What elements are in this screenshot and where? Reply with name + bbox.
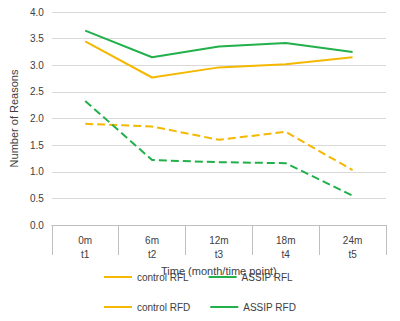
svg-text:18m: 18m [276,235,295,246]
svg-text:0m: 0m [78,235,92,246]
svg-text:ASSIP RFD: ASSIP RFD [243,302,296,313]
svg-text:t1: t1 [81,249,90,260]
svg-text:control RFD: control RFD [137,302,190,313]
svg-text:Number of Reasons: Number of Reasons [8,69,20,167]
svg-text:t5: t5 [348,249,357,260]
svg-text:control RFL: control RFL [137,272,189,283]
svg-text:4.0: 4.0 [30,7,44,18]
svg-text:3.0: 3.0 [30,60,44,71]
svg-text:3.5: 3.5 [30,33,44,44]
svg-text:2.5: 2.5 [30,86,44,97]
svg-text:t4: t4 [282,249,291,260]
svg-text:t2: t2 [148,249,157,260]
svg-text:24m: 24m [343,235,362,246]
svg-text:1.0: 1.0 [30,166,44,177]
svg-text:t3: t3 [215,249,224,260]
svg-text:1.5: 1.5 [30,140,44,151]
svg-text:12m: 12m [209,235,228,246]
svg-text:6m: 6m [145,235,159,246]
svg-text:2.0: 2.0 [30,113,44,124]
svg-text:0.0: 0.0 [30,220,44,231]
svg-text:ASSIP RFL: ASSIP RFL [242,272,293,283]
svg-text:0.5: 0.5 [30,193,44,204]
